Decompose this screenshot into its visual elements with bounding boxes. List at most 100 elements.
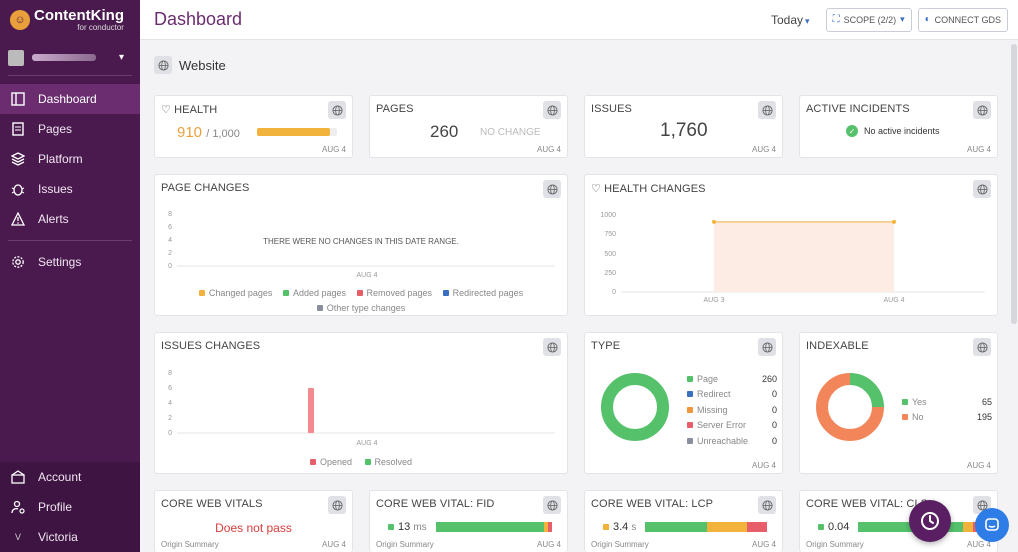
chat-button[interactable] [975, 508, 1009, 542]
legend-row[interactable]: Page 260 [687, 371, 777, 387]
globe-icon[interactable] [758, 101, 776, 119]
website-selector[interactable]: ▾ [8, 40, 132, 76]
gear-icon [10, 254, 26, 270]
sidebar-item-label: Alerts [38, 212, 69, 226]
sidebar-item-profile[interactable]: Profile [0, 492, 140, 522]
legend-row[interactable]: No 195 [902, 410, 992, 426]
cwv-status: Does not pass [215, 521, 292, 535]
bar-segment-good [645, 522, 708, 532]
brand[interactable]: ☺ ContentKing for conductor [0, 0, 140, 40]
bar-segment-poor [548, 522, 552, 532]
cwv-card[interactable]: CORE WEB VITALS Does not pass Origin Sum… [154, 490, 353, 552]
card-date: AUG 4 [751, 540, 776, 549]
bar-segment-poor [747, 522, 767, 532]
x-tick: AUG 4 [356, 440, 377, 447]
history-button[interactable] [909, 500, 951, 542]
scope-button[interactable]: ⛶ SCOPE (2/2) ▾ [825, 7, 912, 32]
globe-icon[interactable] [973, 101, 991, 119]
globe-icon[interactable] [328, 496, 346, 514]
card-foot: Origin Summary [376, 540, 434, 549]
cls-card[interactable]: CORE WEB VITAL: CLS 0.04 Origin Summary … [799, 490, 998, 552]
legend-row[interactable]: Yes 65 [902, 394, 992, 410]
legend-value: 260 [761, 373, 777, 384]
lcp-distribution-bar [645, 522, 767, 532]
sidebar-item-label: Settings [38, 255, 82, 269]
globe-icon[interactable] [328, 101, 346, 119]
y-tick: 0 [168, 263, 172, 270]
legend-label: Yes [912, 396, 927, 407]
globe-icon[interactable] [543, 101, 561, 119]
connect-gds-button[interactable]: ◐ CONNECT GDS [917, 7, 1008, 32]
legend-row[interactable]: Server Error 0 [687, 418, 777, 434]
legend-row[interactable]: Unreachable 0 [687, 433, 777, 449]
sidebar-item-account[interactable]: Account [0, 462, 140, 492]
incidents-card[interactable]: ACTIVE INCIDENTS ✓ No active incidents A… [799, 95, 998, 158]
globe-icon[interactable] [543, 180, 561, 198]
issues-card[interactable]: ISSUES 1,760 AUG 4 [584, 95, 783, 158]
pages-card[interactable]: PAGES 260 NO CHANGE AUG 4 [369, 95, 568, 158]
brand-logo-icon: ☺ [10, 10, 30, 30]
legend-item[interactable]: Resolved [364, 457, 412, 467]
legend-item[interactable]: Redirected pages [442, 288, 523, 298]
card-date: AUG 4 [966, 461, 991, 470]
globe-icon[interactable] [973, 180, 991, 198]
globe-icon[interactable] [154, 56, 172, 74]
page-changes-chart: 8 6 4 2 0 AUG 4 [168, 211, 555, 279]
card-foot: Origin Summary [806, 540, 864, 549]
card-date: AUG 4 [751, 145, 776, 154]
y-tick: 8 [168, 211, 172, 218]
globe-icon[interactable] [973, 338, 991, 356]
card-title: INDEXABLE [806, 340, 869, 352]
y-tick: 4 [168, 400, 172, 407]
sidebar-item-platform[interactable]: Platform [0, 144, 140, 174]
health-bar-fill [257, 128, 330, 136]
check-circle-icon: ✓ [846, 125, 858, 137]
globe-icon[interactable] [758, 496, 776, 514]
legend-item[interactable]: Other type changes [316, 303, 405, 313]
legend-item[interactable]: Opened [309, 457, 352, 467]
scope-label: SCOPE (2/2) [843, 14, 897, 25]
brand-name: ContentKing [34, 7, 124, 24]
date-range-selector[interactable]: Today ▾ [771, 13, 810, 27]
globe-icon[interactable] [543, 338, 561, 356]
connect-gds-label: CONNECT GDS [934, 14, 1001, 25]
card-date: AUG 4 [751, 461, 776, 470]
card-title: ISSUES CHANGES [161, 340, 261, 352]
scrollbar[interactable] [1011, 44, 1017, 324]
legend-item[interactable]: Changed pages [198, 288, 272, 298]
sidebar-item-alerts[interactable]: Alerts [0, 204, 140, 234]
google-data-studio-icon: ◐ [924, 14, 931, 25]
issues-changes-card[interactable]: ISSUES CHANGES 8 6 4 2 0 AUG 4 Opened Re… [154, 332, 568, 474]
legend-item[interactable]: Removed pages [356, 288, 432, 298]
health-changes-card[interactable]: ♡ HEALTH CHANGES 1000 750 500 250 0 AUG … [584, 174, 998, 316]
sidebar-item-issues[interactable]: Issues [0, 174, 140, 204]
indexable-card[interactable]: INDEXABLE Yes 65 No 195 AUG 4 [799, 332, 998, 474]
globe-icon[interactable] [543, 496, 561, 514]
donut-slice [601, 373, 669, 441]
legend-row[interactable]: Redirect 0 [687, 387, 777, 403]
website-name-redacted [32, 54, 96, 61]
lcp-card[interactable]: CORE WEB VITAL: LCP 3.4 s Origin Summary… [584, 490, 783, 552]
legend-label: No [912, 412, 924, 423]
fid-card[interactable]: CORE WEB VITAL: FID 13 ms Origin Summary… [369, 490, 568, 552]
page-changes-card[interactable]: PAGE CHANGES 8 6 4 2 0 AUG 4 THERE WERE … [154, 174, 568, 316]
sidebar-item-settings[interactable]: Settings [0, 247, 140, 277]
heart-icon: ♡ [591, 183, 601, 195]
sidebar-item-user[interactable]: V Victoria [0, 522, 140, 552]
sidebar-item-label: Victoria [38, 530, 78, 544]
alert-triangle-icon [10, 211, 26, 227]
x-tick: AUG 4 [356, 272, 377, 279]
globe-icon[interactable] [758, 338, 776, 356]
main-nav: Dashboard Pages Platform Issues Alerts [0, 84, 140, 277]
sidebar-item-pages[interactable]: Pages [0, 114, 140, 144]
brand-sub: for conductor [77, 23, 124, 32]
sidebar-item-dashboard[interactable]: Dashboard [0, 84, 140, 114]
card-title: ACTIVE INCIDENTS [806, 103, 910, 115]
health-card[interactable]: ♡ HEALTH 910 / 1,000 AUG 4 [154, 95, 353, 158]
legend-row[interactable]: Missing 0 [687, 402, 777, 418]
legend-item[interactable]: Added pages [282, 288, 346, 298]
sidebar-item-label: Pages [38, 122, 73, 136]
legend-value: 0 [771, 420, 777, 431]
type-card[interactable]: TYPE Page 260 Redirect 0 Missing 0 Server Erro… [584, 332, 783, 474]
bar-segment-needs-improvement [963, 522, 974, 532]
